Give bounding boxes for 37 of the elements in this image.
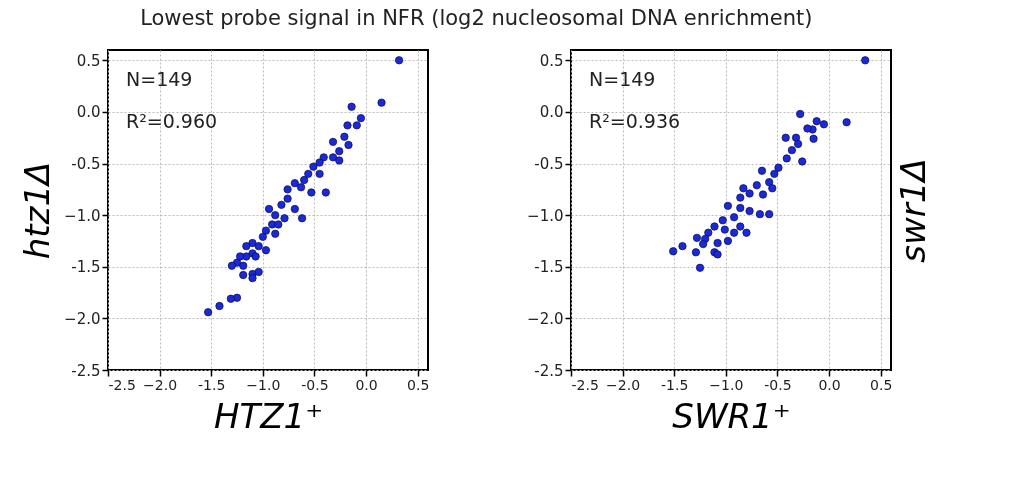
x-tick-label: -2.5 [571, 376, 599, 393]
x-tick-label: -2.5 [108, 376, 136, 393]
y-axis-title: htz1Δ [17, 161, 58, 260]
x-tick-label: −2.0 [606, 376, 641, 393]
y-tick-label: -1.5 [534, 258, 564, 277]
y-tick-label: 0.0 [76, 103, 101, 122]
y-tick-label: −2.0 [527, 309, 564, 328]
x-tick-label: -0.5 [764, 376, 792, 393]
x-axis-title: HTZ1⁺ [213, 395, 324, 436]
annotation: N=149 [126, 68, 193, 90]
y-tick-label: -0.5 [534, 155, 564, 174]
x-tick-label: 0.5 [870, 376, 893, 393]
x-tick-label: −2.0 [143, 376, 178, 393]
y-tick-label: -2.5 [71, 361, 101, 380]
x-axis-title: SWR1⁺ [672, 395, 791, 436]
y-tick-label: -1.5 [71, 258, 101, 277]
x-tick-label: −1.0 [709, 376, 744, 393]
x-tick-label: −1.0 [246, 376, 281, 393]
y-tick-label: −2.0 [64, 309, 101, 328]
text: Lowest probe signal in NFR (log2 nucleosomal DNA enrichment) [140, 6, 813, 30]
x-tick-label: -0.5 [301, 376, 329, 393]
y-tick-label: 0.0 [539, 103, 564, 122]
y-tick-label: −1.0 [527, 206, 564, 225]
x-tick-label: -1.5 [661, 376, 689, 393]
y-tick-label: 0.5 [539, 51, 564, 70]
annotation: N=149 [589, 68, 656, 90]
x-tick-label: 0.0 [355, 376, 378, 393]
y-tick-label: -0.5 [71, 155, 101, 174]
y-tick-label: 0.5 [76, 51, 101, 70]
annotation: R²=0.960 [126, 110, 218, 132]
x-tick-label: -1.5 [198, 376, 226, 393]
y-tick-label: −1.0 [64, 206, 101, 225]
x-tick-label: 0.5 [407, 376, 430, 393]
y-axis-title: swr1Δ [892, 158, 933, 263]
y-tick-label: -2.5 [534, 361, 564, 380]
annotation: R²=0.936 [589, 110, 681, 132]
x-tick-label: 0.0 [818, 376, 841, 393]
